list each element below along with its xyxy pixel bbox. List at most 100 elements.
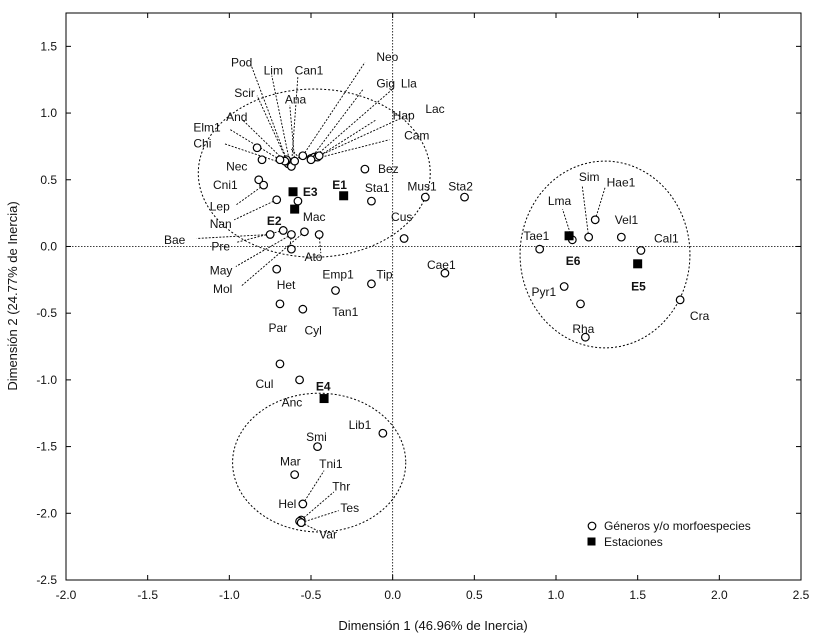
point-label-and: And	[226, 110, 247, 124]
leader-line-8	[271, 75, 291, 163]
y-tick-label: -1.0	[36, 373, 57, 387]
point-label-cyl: Cyl	[304, 324, 321, 338]
leader-line-18	[196, 234, 271, 239]
point-label-hae1: Hae1	[607, 175, 636, 189]
point-lac	[314, 151, 324, 161]
leader-line-22	[318, 234, 322, 254]
leader-line-30	[301, 522, 318, 532]
point-pyr1	[559, 282, 569, 291]
station-e4	[319, 394, 329, 404]
point-label-lib1: Lib1	[349, 418, 372, 432]
x-tick-label: -0.5	[301, 588, 322, 602]
point-label-tes: Tes	[340, 501, 359, 515]
point-rha	[576, 299, 585, 309]
leader-lines	[196, 62, 606, 532]
point-label-hel: Hel	[278, 497, 296, 511]
point-label-neo: Neo	[376, 50, 398, 64]
point-label-sim: Sim	[579, 170, 600, 184]
point-label-sta1: Sta1	[365, 181, 390, 195]
point-bez	[360, 164, 370, 174]
point-label-can1: Can1	[295, 63, 324, 77]
leader-line-5	[318, 112, 413, 157]
x-tick-label: -1.5	[137, 588, 158, 602]
point-label-mus1: Mus1	[407, 179, 437, 193]
y-tick-label: -1.5	[36, 440, 57, 454]
point-label-nec: Nec	[226, 159, 247, 173]
point-cus	[399, 234, 409, 243]
station-label-e2: E2	[267, 214, 282, 228]
leader-line-24	[581, 185, 590, 238]
point-label-cni1: Cni1	[213, 178, 238, 192]
point-label-het: Het	[277, 278, 296, 292]
point-var	[296, 518, 306, 528]
point-label-cus: Cus	[391, 210, 412, 224]
point-sim	[584, 232, 594, 242]
cluster-ellipse-1	[197, 88, 431, 258]
x-tick-label: -1.0	[219, 588, 240, 602]
station-label-e5: E5	[631, 279, 646, 293]
point-label-nan: Nan	[210, 217, 232, 231]
point-label-var: Var	[319, 528, 337, 542]
point-het	[287, 244, 296, 254]
x-tick-label: 0.0	[384, 588, 401, 602]
ellipses	[197, 88, 691, 533]
leader-line-4	[317, 119, 377, 158]
point-label-pre: Pre	[211, 239, 230, 253]
reference-lines	[66, 13, 801, 580]
point-label-mar: Mar	[280, 454, 301, 468]
point-label-ana: Ana	[285, 93, 307, 107]
legend: Géneros y/o morfoespecies Estaciones	[587, 519, 751, 549]
leader-line-29	[301, 510, 339, 524]
point-mar	[290, 470, 300, 480]
station-e1	[339, 191, 349, 201]
point-cra	[675, 295, 685, 305]
point-mac	[293, 196, 303, 206]
point-label-par: Par	[269, 321, 288, 335]
point-label-cul: Cul	[255, 377, 273, 391]
x-tick-label: 2.5	[793, 588, 810, 602]
point-rha2	[581, 332, 590, 342]
point-labels: Neo Gig Lla Hap Lac Cam Pod Lim Can1 Scir Ana And El…	[164, 50, 710, 542]
leader-line-27	[302, 470, 325, 505]
point-cal1	[636, 246, 646, 255]
point-elm1	[275, 155, 285, 165]
point-cae1	[440, 268, 450, 278]
point-label-may: May	[210, 263, 233, 277]
y-tick-label: 0.5	[40, 173, 57, 187]
point-cni1	[254, 175, 264, 185]
point-anc	[295, 375, 304, 385]
leader-line-14	[224, 143, 281, 163]
point-label-lim: Lim	[264, 63, 283, 77]
leader-line-7	[250, 63, 289, 164]
x-tick-label: 0.5	[466, 588, 483, 602]
y-tick-label: -0.5	[36, 306, 57, 320]
point-label-hap: Hap	[393, 109, 415, 123]
point-tae1	[535, 244, 545, 254]
x-tick-label: 1.5	[629, 588, 646, 602]
point-cam	[306, 155, 316, 165]
point-label-scir: Scir	[234, 86, 255, 100]
point-tni1	[298, 499, 308, 509]
point-label-pyr1: Pyr1	[532, 285, 557, 299]
y-axis-title: Dimensión 2 (24.77% de Inercia)	[5, 201, 20, 390]
point-label-lma: Lma	[548, 194, 572, 208]
station-e3	[288, 187, 298, 197]
point-tan1	[331, 286, 340, 295]
x-ticks: -2.0 -1.5 -1.0 -0.5 0.0 0.5 1.0 1.5 2.0 2.5	[56, 13, 810, 602]
station-label-e4: E4	[316, 380, 331, 394]
point-label-cae1: Cae1	[427, 258, 456, 272]
point-label-cal1: Cal1	[654, 231, 679, 245]
point-label-smi: Smi	[306, 430, 327, 444]
point-par	[272, 264, 282, 274]
legend-filled-square-marker	[587, 537, 596, 546]
x-axis-title: Dimensión 1 (46.96% de Inercia)	[338, 618, 527, 633]
point-label-tae1: Tae1	[523, 229, 549, 243]
station-label-e3: E3	[303, 185, 318, 199]
leader-line-20	[235, 234, 292, 267]
y-tick-label: -2.0	[36, 506, 57, 520]
point-label-sta2: Sta2	[448, 179, 473, 193]
leader-line-1	[302, 62, 366, 156]
point-label-vel1: Vel1	[615, 213, 639, 227]
point-label-ato: Ato	[304, 250, 322, 264]
leader-line-25	[594, 187, 606, 220]
